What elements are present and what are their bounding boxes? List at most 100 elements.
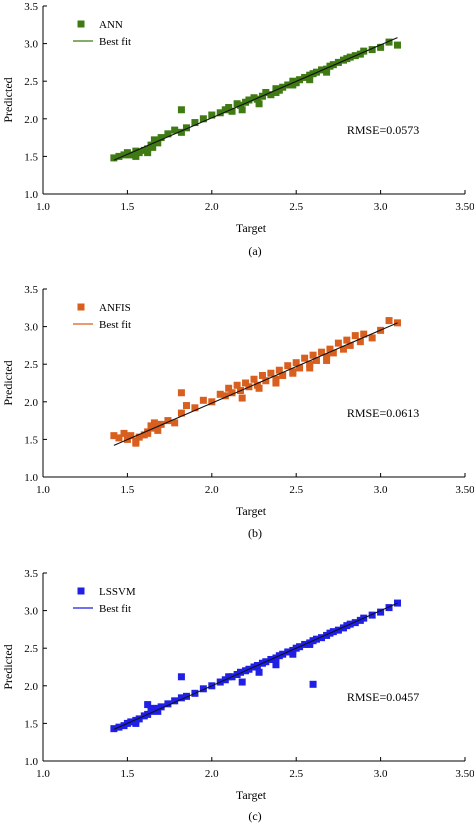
- data-point: [110, 725, 118, 733]
- data-point: [242, 379, 250, 387]
- data-point: [150, 419, 158, 427]
- x-tick-label: 2.0: [205, 201, 219, 213]
- data-point: [149, 143, 157, 151]
- data-point: [272, 661, 280, 669]
- x-axis-label: Target: [236, 788, 267, 802]
- data-point: [199, 685, 207, 693]
- data-point: [262, 377, 270, 385]
- data-point: [144, 149, 152, 157]
- data-point: [267, 91, 275, 99]
- x-tick-label: 3.0: [374, 768, 388, 780]
- data-point: [191, 119, 199, 127]
- data-point: [329, 349, 337, 357]
- data-point: [351, 619, 359, 627]
- y-tick-label: 3.5: [24, 568, 38, 580]
- data-point: [144, 701, 152, 709]
- data-point: [191, 404, 199, 412]
- x-axis-label: Target: [236, 221, 267, 235]
- x-tick-label: 2.0: [205, 768, 219, 780]
- legend-label-model: LSSVM: [99, 586, 136, 598]
- y-tick-label: 1.5: [24, 151, 38, 163]
- data-point: [238, 678, 246, 686]
- data-point: [154, 139, 162, 147]
- data-point: [253, 95, 261, 103]
- x-tick-label: 3.50: [455, 768, 474, 780]
- data-point: [334, 626, 342, 634]
- data-point: [216, 109, 224, 117]
- data-point: [127, 151, 135, 159]
- data-point: [334, 58, 342, 66]
- best-fit-line: [113, 322, 398, 446]
- y-tick-label: 3.0: [24, 322, 38, 334]
- data-point: [318, 634, 326, 642]
- x-tick-label: 2.5: [289, 484, 303, 496]
- data-point: [199, 115, 207, 123]
- y-tick-label: 2.0: [24, 681, 38, 693]
- data-point: [132, 719, 140, 727]
- x-tick-label: 2.5: [289, 768, 303, 780]
- legend-label-best-fit: Best fit: [99, 319, 131, 331]
- data-point: [334, 339, 342, 347]
- data-point: [262, 88, 270, 96]
- data-point: [309, 351, 317, 359]
- data-point: [164, 130, 172, 138]
- x-tick-label: 1.0: [36, 201, 50, 213]
- data-point: [228, 107, 236, 115]
- data-point: [135, 433, 143, 441]
- data-point: [171, 697, 179, 705]
- y-tick-label: 1.0: [24, 189, 38, 201]
- y-tick-label: 3.5: [24, 284, 38, 296]
- data-point: [279, 371, 287, 379]
- legend-marker-points: [77, 20, 85, 28]
- data-point: [177, 409, 185, 417]
- y-tick-label: 3.0: [24, 606, 38, 618]
- data-point: [377, 43, 385, 51]
- data-point: [255, 668, 263, 676]
- data-point: [306, 76, 314, 84]
- y-tick-label: 2.5: [24, 76, 38, 88]
- data-point: [221, 392, 229, 400]
- data-point: [110, 432, 118, 440]
- data-point: [225, 104, 233, 112]
- data-point: [233, 381, 241, 389]
- y-tick-label: 3.0: [24, 39, 38, 51]
- data-point: [356, 338, 364, 346]
- data-point: [149, 706, 157, 714]
- legend-label-model: ANN: [99, 19, 123, 31]
- y-tick-label: 2.0: [24, 114, 38, 126]
- data-point: [318, 348, 326, 356]
- y-tick-label: 2.5: [24, 643, 38, 655]
- data-point: [154, 426, 162, 434]
- data-point: [127, 432, 135, 440]
- data-point: [110, 154, 118, 162]
- data-point: [132, 152, 140, 160]
- data-point: [368, 46, 376, 54]
- data-point: [312, 356, 320, 364]
- data-point: [216, 390, 224, 398]
- data-point: [164, 700, 172, 708]
- data-point: [135, 715, 143, 723]
- y-tick-label: 3.5: [24, 1, 38, 13]
- chart-panel-c: 1.0 1.5 2.0 2.5 3.0 3.50 1.0 1.5 2.0 2.5 3.0 3.5 Tar…: [1, 568, 474, 802]
- data-point: [135, 149, 143, 157]
- x-tick-label: 1.5: [121, 768, 135, 780]
- x-tick-label: 1.5: [121, 484, 135, 496]
- data-point: [377, 608, 385, 616]
- data-point: [255, 100, 263, 108]
- data-point: [115, 152, 123, 160]
- data-point: [250, 375, 258, 383]
- data-point: [385, 317, 393, 325]
- y-axis-label: Predicted: [1, 644, 15, 689]
- data-point: [182, 692, 190, 700]
- data-point: [329, 61, 337, 69]
- data-point: [323, 356, 331, 364]
- data-point: [255, 384, 263, 392]
- x-tick-label: 3.0: [374, 484, 388, 496]
- legend-marker-points: [77, 303, 85, 311]
- data-point: [225, 384, 233, 392]
- x-axis-label: Target: [236, 504, 267, 518]
- data-point: [289, 81, 297, 89]
- data-point: [245, 96, 253, 104]
- data-point: [144, 429, 152, 437]
